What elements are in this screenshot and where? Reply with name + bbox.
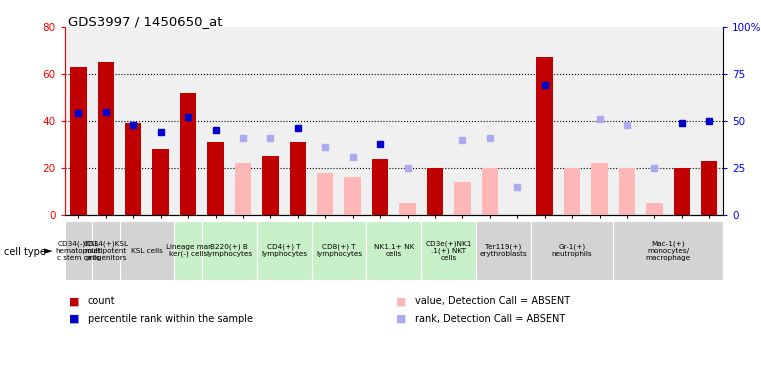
Bar (119, 221, 174, 280)
Bar (262, 156, 279, 215)
Text: B220(+) B
lymphocytes: B220(+) B lymphocytes (206, 244, 253, 257)
Bar (92, 221, 119, 280)
Bar (317, 173, 333, 215)
Bar (97, 62, 114, 215)
Text: cell type: cell type (4, 247, 46, 257)
Bar (207, 142, 224, 215)
Text: ■: ■ (396, 314, 406, 324)
Text: CD4(+) T
lymphocytes: CD4(+) T lymphocytes (261, 244, 307, 257)
Text: count: count (88, 296, 115, 306)
Text: GDS3997 / 1450650_at: GDS3997 / 1450650_at (68, 15, 223, 28)
Text: Ter119(+)
erythroblasts: Ter119(+) erythroblasts (479, 244, 527, 257)
Bar (290, 142, 306, 215)
Bar (482, 168, 498, 215)
Text: Mac-1(+)
monocytes/
macrophage: Mac-1(+) monocytes/ macrophage (645, 240, 691, 261)
Text: CD3e(+)NK1
.1(+) NKT
cells: CD3e(+)NK1 .1(+) NKT cells (425, 240, 472, 261)
Bar (345, 177, 361, 215)
Bar (537, 58, 553, 215)
Bar (202, 221, 256, 280)
Text: rank, Detection Call = ABSENT: rank, Detection Call = ABSENT (415, 314, 565, 324)
Text: NK1.1+ NK
cells: NK1.1+ NK cells (374, 244, 414, 257)
Bar (454, 182, 470, 215)
Bar (427, 168, 443, 215)
Text: Lineage mar
ker(-) cells: Lineage mar ker(-) cells (166, 244, 211, 257)
Bar (152, 149, 169, 215)
Text: ■: ■ (396, 296, 406, 306)
Bar (65, 221, 92, 280)
Bar (311, 221, 366, 280)
Text: ■: ■ (68, 296, 79, 306)
Text: CD34(+)KSL
multipotent
progenitors: CD34(+)KSL multipotent progenitors (83, 240, 129, 261)
Bar (70, 67, 87, 215)
Bar (673, 168, 690, 215)
Bar (591, 163, 608, 215)
Bar (180, 93, 196, 215)
Bar (531, 221, 613, 280)
Bar (256, 221, 311, 280)
Text: ■: ■ (68, 314, 79, 324)
Bar (125, 123, 142, 215)
Bar (400, 203, 416, 215)
Bar (234, 163, 251, 215)
Bar (476, 221, 531, 280)
Bar (701, 161, 718, 215)
Bar (366, 221, 422, 280)
Bar (564, 168, 581, 215)
Bar (613, 221, 723, 280)
Text: KSL cells: KSL cells (131, 248, 163, 253)
Bar (174, 221, 202, 280)
Text: value, Detection Call = ABSENT: value, Detection Call = ABSENT (415, 296, 570, 306)
Text: CD8(+) T
lymphocytes: CD8(+) T lymphocytes (316, 244, 362, 257)
Bar (646, 203, 663, 215)
Bar (619, 168, 635, 215)
Text: ►: ► (44, 247, 53, 257)
Bar (372, 159, 388, 215)
Text: Gr-1(+)
neutrophils: Gr-1(+) neutrophils (552, 244, 592, 257)
Text: CD34(-)KSL
hematopoiet
c stem cells: CD34(-)KSL hematopoiet c stem cells (56, 240, 101, 261)
Bar (422, 221, 476, 280)
Text: percentile rank within the sample: percentile rank within the sample (88, 314, 253, 324)
